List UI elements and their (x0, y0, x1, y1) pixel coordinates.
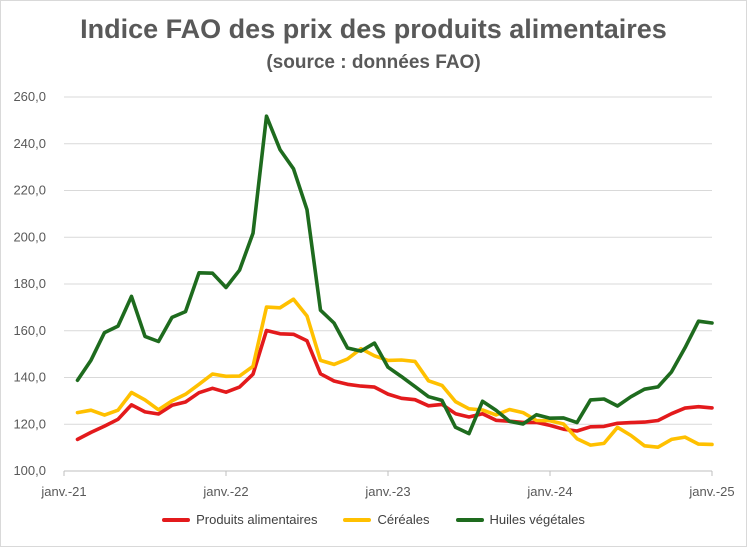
x-tick-label: janv.-24 (526, 484, 572, 499)
x-tick-label: janv.-21 (40, 484, 86, 499)
series-line-cereales (75, 297, 714, 450)
legend-swatch (343, 517, 372, 522)
legend-label: Céréales (377, 512, 430, 527)
legend-swatch (162, 517, 191, 522)
y-tick-label: 220,0 (13, 183, 46, 198)
legend-label: Produits alimentaires (196, 512, 318, 527)
series-line-produits-alimentaires (75, 328, 714, 442)
y-tick-label: 260,0 (13, 89, 46, 104)
chart-title: Indice FAO des prix des produits aliment… (80, 14, 667, 44)
y-tick-label: 100,0 (13, 463, 46, 478)
legend-item: Huiles végétales (455, 512, 585, 527)
legend-label: Huiles végétales (489, 512, 585, 527)
y-tick-label: 160,0 (13, 323, 46, 338)
y-tick-label: 180,0 (13, 276, 46, 291)
x-tick-label: janv.-23 (364, 484, 410, 499)
legend-swatch (455, 517, 484, 522)
chart-legend: Produits alimentaires Céréales Huiles végé… (0, 512, 747, 527)
y-tick-label: 140,0 (13, 370, 46, 385)
x-tick-label: janv.-25 (688, 484, 734, 499)
y-tick-label: 120,0 (13, 416, 46, 431)
x-tick-label: janv.-22 (202, 484, 248, 499)
series-line-huiles-vegetales (75, 114, 714, 436)
legend-item: Céréales (343, 512, 430, 527)
y-tick-label: 200,0 (13, 229, 46, 244)
y-tick-label: 240,0 (13, 136, 46, 151)
chart-subtitle: (source : données FAO) (266, 52, 481, 73)
legend-item: Produits alimentaires (162, 512, 317, 527)
